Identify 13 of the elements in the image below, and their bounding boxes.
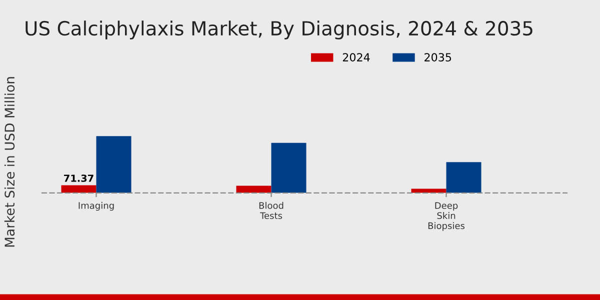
bar [271,142,306,193]
bar [96,136,132,193]
legend-label: 2024 [342,53,370,62]
x-tick-label: Blood Tests [259,202,284,220]
data-label: 71.37 [64,174,94,182]
bar [61,185,96,193]
chart-title: US Calciphylaxis Market, By Diagnosis, 2024 & 2035 [26,20,532,40]
bar [446,162,482,193]
y-axis-title: Market Size in USD Million [4,77,15,247]
x-tick-label: Deep Skin Biopsies [428,202,465,231]
bar [236,186,272,193]
legend-label: 2035 [424,53,452,62]
x-tick-label: Imaging [78,202,114,211]
